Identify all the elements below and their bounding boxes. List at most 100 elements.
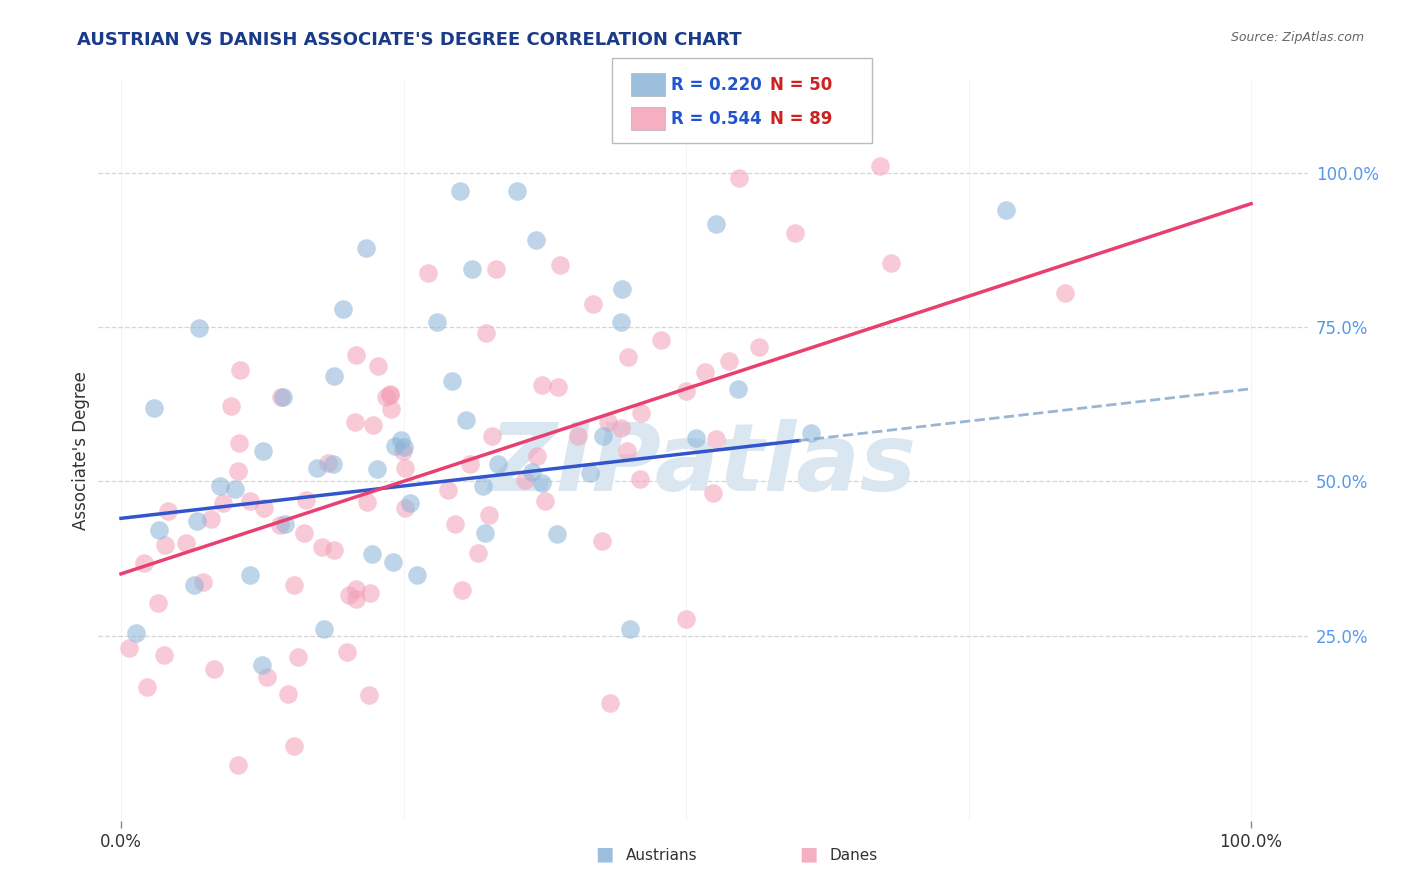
Point	[271, 390, 294, 404]
Point	[378, 386, 401, 401]
Point	[472, 479, 495, 493]
Point	[359, 688, 381, 702]
Point	[183, 578, 205, 592]
Point	[382, 555, 405, 569]
Point	[704, 432, 727, 446]
Point	[783, 226, 806, 240]
Point	[239, 567, 262, 582]
Point	[366, 462, 388, 476]
Point	[277, 687, 299, 701]
Point	[727, 170, 749, 185]
Point	[224, 482, 246, 496]
Point	[270, 390, 292, 404]
Point	[727, 382, 749, 396]
Point	[200, 512, 222, 526]
Point	[391, 434, 413, 448]
Point	[176, 536, 198, 550]
Point	[449, 185, 471, 199]
Point	[256, 670, 278, 684]
Point	[316, 456, 339, 470]
Point	[394, 500, 416, 515]
Point	[610, 421, 633, 435]
Point	[582, 296, 605, 310]
Point	[592, 429, 614, 443]
Point	[392, 440, 415, 454]
Point	[332, 302, 354, 317]
Point	[344, 582, 367, 596]
Text: N = 50: N = 50	[770, 76, 832, 94]
Point	[416, 266, 439, 280]
Text: ZIPatlas: ZIPatlas	[489, 419, 917, 511]
Point	[250, 657, 273, 672]
Text: ■: ■	[595, 845, 614, 863]
Point	[718, 354, 741, 368]
Point	[283, 739, 305, 753]
Point	[253, 500, 276, 515]
Point	[454, 413, 477, 427]
Text: R = 0.544: R = 0.544	[671, 110, 762, 128]
Point	[530, 378, 553, 392]
Point	[359, 586, 381, 600]
Point	[322, 457, 344, 471]
Point	[132, 557, 155, 571]
Point	[239, 493, 262, 508]
Point	[398, 496, 420, 510]
Point	[617, 350, 640, 364]
Point	[311, 540, 333, 554]
Point	[226, 758, 249, 772]
Point	[548, 258, 571, 272]
Point	[294, 492, 316, 507]
Point	[191, 574, 214, 589]
Point	[630, 406, 652, 420]
Point	[481, 429, 503, 443]
Point	[995, 202, 1018, 217]
Point	[252, 444, 274, 458]
Point	[579, 466, 602, 480]
Point	[610, 315, 633, 329]
Point	[650, 333, 672, 347]
Point	[704, 218, 727, 232]
Point	[287, 649, 309, 664]
Point	[212, 496, 235, 510]
Point	[363, 417, 385, 432]
Point	[675, 611, 697, 625]
Point	[344, 591, 367, 606]
Point	[460, 457, 482, 471]
Point	[384, 439, 406, 453]
Point	[567, 429, 589, 443]
Point	[226, 464, 249, 478]
Point	[748, 340, 770, 354]
Point	[406, 567, 429, 582]
Point	[534, 493, 557, 508]
Point	[702, 486, 724, 500]
Point	[375, 390, 398, 404]
Text: N = 89: N = 89	[770, 110, 832, 128]
Text: Danes: Danes	[830, 848, 877, 863]
Point	[524, 233, 547, 247]
Point	[274, 517, 297, 532]
Point	[148, 523, 170, 537]
Point	[186, 514, 208, 528]
Point	[460, 262, 482, 277]
Point	[485, 261, 508, 276]
Point	[187, 321, 209, 335]
Text: Austrians: Austrians	[626, 848, 697, 863]
Text: Source: ZipAtlas.com: Source: ZipAtlas.com	[1230, 31, 1364, 45]
Point	[314, 623, 336, 637]
Point	[426, 315, 449, 329]
Point	[392, 443, 415, 458]
Point	[135, 680, 157, 694]
Point	[394, 460, 416, 475]
Point	[125, 626, 148, 640]
Point	[440, 375, 463, 389]
Point	[367, 359, 389, 373]
Point	[530, 475, 553, 490]
Point	[880, 256, 903, 270]
Point	[323, 542, 346, 557]
Point	[343, 415, 366, 429]
Point	[522, 466, 544, 480]
Point	[1053, 285, 1076, 300]
Point	[467, 545, 489, 559]
Point	[307, 461, 329, 475]
Point	[800, 426, 823, 441]
